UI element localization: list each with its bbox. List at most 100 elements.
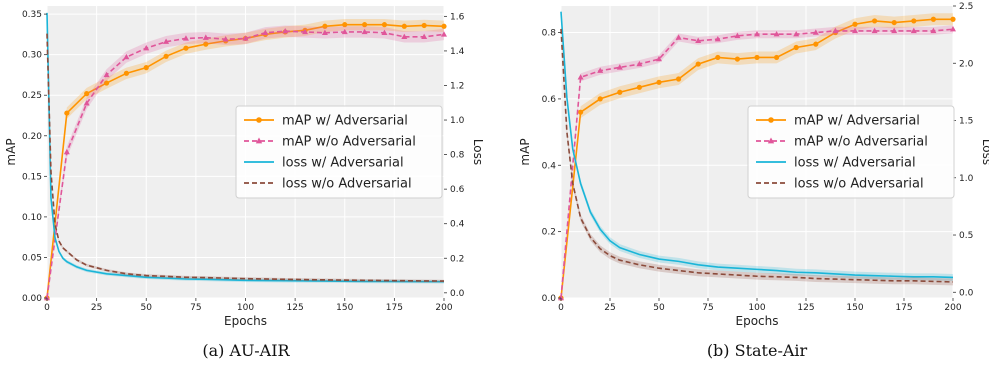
legend-label-4: loss w/o Adversarial [282, 177, 412, 192]
y2-tick-label: 1.4 [450, 47, 465, 57]
series-1-point [695, 61, 701, 67]
series-2-point [636, 60, 643, 67]
series-1-point [64, 110, 70, 116]
series-2-point [401, 33, 408, 40]
series-2-point [182, 35, 189, 41]
series-1-point [578, 109, 584, 115]
series-1-point [852, 21, 858, 27]
series-2-point [695, 37, 702, 44]
legend-marker-1 [256, 117, 262, 123]
y2-tick-label: 1.6 [450, 12, 465, 22]
legend-label-3: loss w/ Adversarial [282, 156, 404, 171]
y2-tick-label: 2.0 [959, 59, 974, 69]
series-2-point [282, 27, 289, 34]
series-2-point [441, 31, 447, 37]
series-2-point [123, 53, 130, 60]
x-tick-label: 175 [895, 303, 912, 313]
x-tick-label: 75 [190, 303, 201, 313]
legend-label-4: loss w/o Adversarial [794, 177, 924, 192]
series-1-point [84, 91, 90, 97]
y-tick-label: 0.6 [542, 95, 557, 105]
series-2-point [950, 26, 956, 32]
series-2-point [262, 29, 269, 35]
y2-tick-label: 0.6 [450, 185, 465, 195]
x-tick-label: 50 [141, 303, 153, 313]
series-1-point [421, 22, 427, 29]
series-2-point [143, 44, 150, 51]
y-tick-label: 0.2 [542, 228, 556, 238]
y-tick-label: 0.4 [542, 161, 557, 171]
series-2-point [832, 27, 839, 34]
x-tick-label: 0 [558, 303, 564, 313]
series-1-point [950, 16, 956, 22]
series-2-point [577, 74, 584, 80]
y2-tick-label: 1.0 [959, 174, 974, 184]
legend-label-2: mAP w/o Adversarial [282, 135, 416, 150]
series-2-point [83, 100, 90, 106]
x-tick-label: 75 [702, 303, 713, 313]
series-line-4 [46, 33, 445, 282]
series-2-point [242, 35, 249, 41]
series-1-point [381, 22, 388, 28]
legend-label-1: mAP w/ Adversarial [794, 114, 920, 129]
series-1-point [362, 22, 368, 28]
x-tick-label: 150 [336, 303, 353, 313]
x-tick-label: 50 [653, 303, 665, 313]
y2-tick-label: 0.0 [959, 288, 974, 298]
series-2-point [597, 67, 604, 73]
x-tick-label: 100 [748, 303, 765, 313]
series-1-point [734, 56, 741, 62]
series-2-point [302, 28, 309, 35]
series-1-point [911, 18, 917, 24]
y-tick-label: 0.8 [542, 29, 557, 39]
x-tick-label: 100 [237, 303, 254, 313]
series-1-point [636, 84, 643, 90]
series-1-point [597, 96, 603, 102]
legend-marker-2 [255, 137, 263, 144]
series-2-point [558, 294, 564, 301]
series-2-point [910, 27, 917, 34]
series-2-point [656, 55, 662, 62]
y2-axis-label: Loss [980, 139, 989, 165]
series-2-point [381, 29, 388, 35]
legend-label-1: mAP w/ Adversarial [282, 114, 408, 129]
panel-caption: (b) State-Air [707, 341, 808, 360]
series-2-point [773, 31, 780, 37]
legend: mAP w/ Adversarial mAP w/o Adversarial los… [747, 105, 955, 199]
series-2-point [891, 27, 898, 34]
y-tick-label: 0.20 [22, 132, 42, 142]
series-2-point [616, 64, 623, 70]
y2-tick-label: 1.2 [450, 81, 464, 91]
series-2-point [44, 294, 50, 301]
y2-tick-label: 0.0 [450, 289, 465, 299]
panel-caption: (a) AU-AIR [202, 341, 290, 360]
x-tick-label: 25 [91, 303, 102, 313]
y2-tick-label: 0.2 [450, 254, 464, 264]
series-2-point [871, 27, 878, 34]
series-2-point [421, 33, 428, 40]
series-1-point [676, 76, 682, 82]
series-line-4 [560, 28, 954, 283]
series-2-point [675, 34, 682, 40]
series-2-point [63, 148, 70, 155]
series-2-point [202, 34, 209, 40]
y-axis-label: mAP [4, 138, 18, 165]
legend-label-3: loss w/ Adversarial [794, 156, 916, 171]
x-axis-label: Epochs [224, 314, 267, 328]
series-1-point [793, 44, 799, 51]
chart-panel-1: 0 25 50 75 100 125 150 175 200 0.00 0.05 0.10 0.15 0.… [4, 6, 485, 360]
y2-tick-label: 2.5 [959, 2, 973, 12]
series-1-point [617, 89, 623, 95]
x-tick-label: 175 [386, 303, 403, 313]
series-2-point [930, 27, 937, 34]
y-tick-label: 0.25 [22, 91, 42, 101]
x-axis-label: Epochs [736, 314, 779, 328]
y2-tick-label: 0.5 [959, 231, 973, 241]
series-line-3 [46, 12, 445, 283]
series-1-point [813, 41, 819, 47]
y-axis-label: mAP [518, 138, 532, 165]
series-2-point [341, 28, 348, 35]
series-2-point [321, 29, 328, 35]
y-tick-label: 0.00 [22, 294, 42, 304]
